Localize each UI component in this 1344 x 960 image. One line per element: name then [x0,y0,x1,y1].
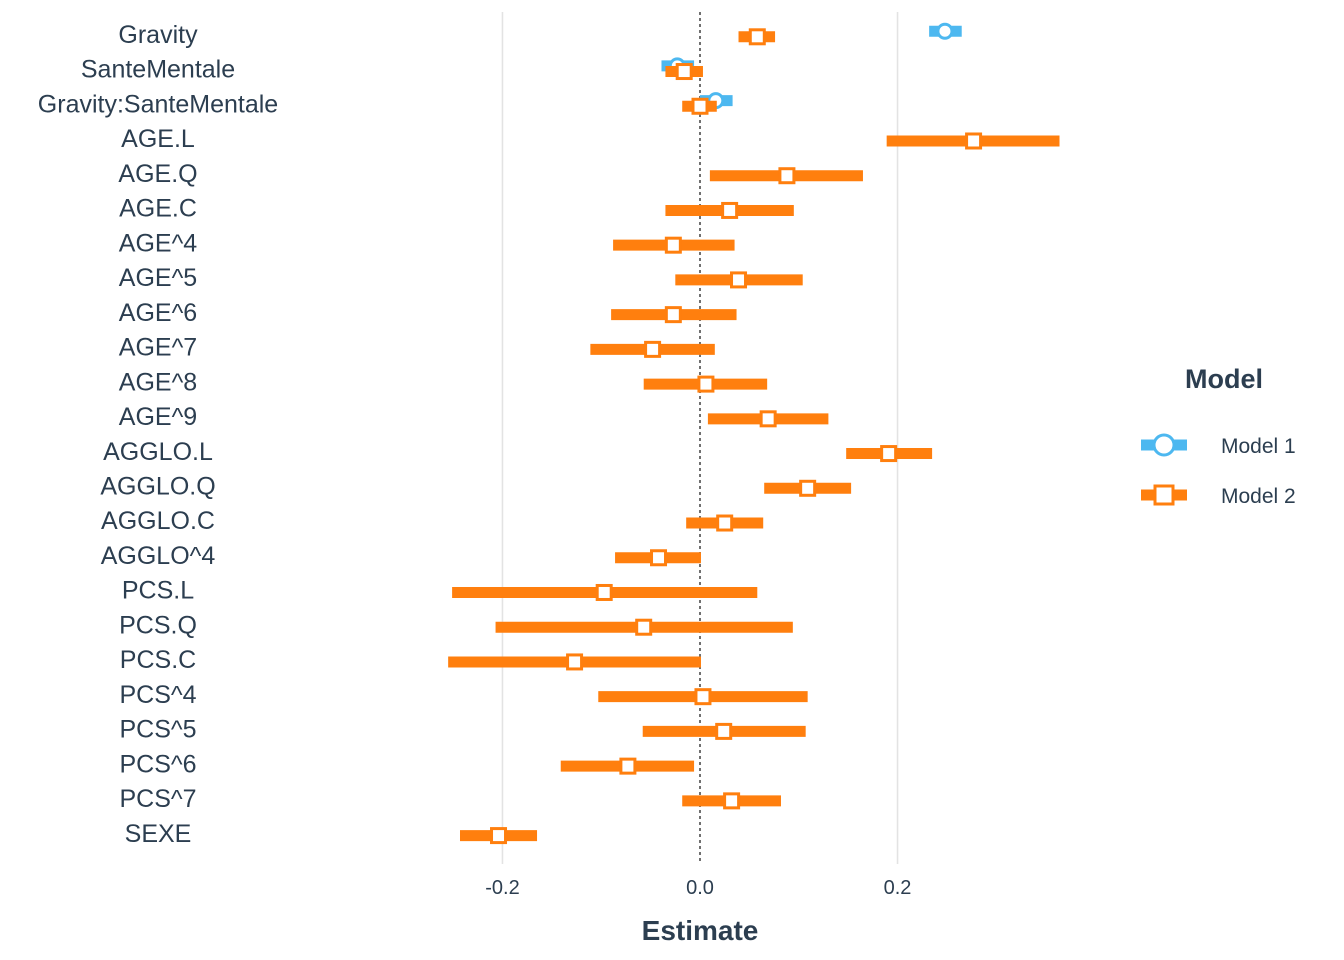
category-label: SEXE [125,820,192,848]
point-marker [730,271,748,289]
point-marker [799,479,817,497]
category-label: AGGLO.L [103,438,213,466]
point-marker [721,201,739,219]
category-label: PCS^5 [119,716,196,744]
category-label: AGE^6 [119,299,197,327]
point-marker [664,306,682,324]
point-marker [650,549,668,567]
point-marker [694,688,712,706]
category-label: AGE^9 [119,403,197,431]
point-marker [880,445,898,463]
point-marker [595,583,613,601]
point-marker [748,28,766,46]
category-label: PCS.Q [119,611,197,639]
category-label: PCS.L [122,577,194,605]
series-1 [661,22,962,110]
point-marker [778,167,796,185]
category-label: AGE^4 [119,229,198,257]
legend-label: Model 2 [1221,485,1296,508]
series-2 [448,28,1060,845]
point-marker [635,618,653,636]
category-label: Gravity:SanteMentale [38,90,278,118]
category-label: AGGLO^4 [101,542,216,570]
legend-swatch-marker [1152,433,1176,457]
x-axis-title: Estimate [642,915,759,946]
legend-swatch-marker [1153,484,1175,506]
category-label: AGGLO.C [101,507,215,535]
category-label: AGE.C [119,195,197,223]
category-label: PCS^7 [119,785,196,813]
category-label: AGE.L [121,125,195,153]
x-tick-label: 0.0 [686,877,714,899]
category-label: Gravity [118,21,198,49]
legend-title: Model [1185,364,1263,394]
x-tick-labels: -0.2 0.0 0.2 [485,877,911,899]
x-tick-label: -0.2 [485,877,519,899]
legend: Model Model 1 Model 2 [1141,364,1296,508]
point-marker [936,22,954,40]
point-marker [664,236,682,254]
point-marker [723,792,741,810]
category-label: AGE^5 [119,264,197,292]
point-marker [619,757,637,775]
category-label: AGE^7 [119,334,197,362]
point-marker [691,97,709,115]
category-label: PCS^4 [119,681,196,709]
point-marker [759,410,777,428]
category-label: AGE^8 [119,368,197,396]
category-label: PCS^6 [119,750,196,778]
point-marker [965,132,983,150]
point-marker [715,722,733,740]
grid-lines [501,12,899,864]
point-marker [716,514,734,532]
data-series [448,22,1060,845]
point-marker [697,375,715,393]
category-label: PCS.C [120,646,196,674]
category-labels: Gravity SanteMentale Gravity:SanteMentale A… [38,21,278,848]
category-label: SanteMentale [81,56,235,84]
point-marker [675,63,693,81]
legend-label: Model 1 [1221,435,1296,458]
point-marker [566,653,584,671]
category-label: AGE.Q [118,160,197,188]
x-tick-label: 0.2 [884,877,912,899]
point-marker [644,340,662,358]
point-marker [490,827,508,845]
category-label: AGGLO.Q [100,472,215,500]
